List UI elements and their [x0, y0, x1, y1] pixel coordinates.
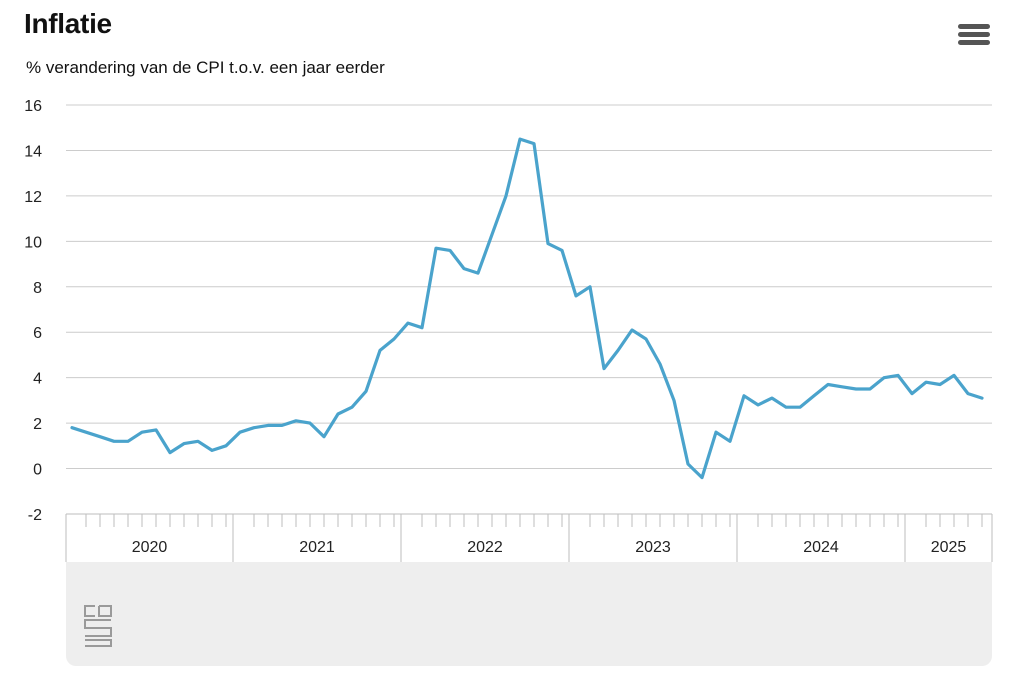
- y-tick-label: -2: [28, 507, 42, 524]
- y-tick-label: 0: [33, 462, 42, 479]
- data-point: [785, 406, 788, 409]
- data-point: [729, 440, 732, 443]
- data-point: [169, 451, 172, 454]
- data-point: [239, 431, 242, 434]
- menu-bar: [958, 32, 990, 37]
- data-point: [561, 249, 564, 252]
- data-point: [71, 426, 74, 429]
- data-point: [99, 435, 102, 438]
- data-point: [435, 247, 438, 250]
- data-point: [393, 338, 396, 341]
- data-point: [351, 406, 354, 409]
- data-point: [281, 424, 284, 427]
- data-point: [743, 394, 746, 397]
- data-point: [407, 322, 410, 325]
- data-point: [799, 406, 802, 409]
- data-point: [967, 392, 970, 395]
- data-point: [323, 435, 326, 438]
- y-tick-label: 10: [24, 234, 42, 251]
- data-point: [505, 194, 508, 197]
- y-tick-label: 8: [33, 280, 42, 297]
- x-year-label: 2022: [467, 539, 503, 556]
- data-point: [127, 440, 130, 443]
- hamburger-menu-icon[interactable]: [958, 24, 990, 50]
- chart-title: Inflatie: [24, 8, 112, 39]
- data-point: [869, 388, 872, 391]
- data-point: [155, 428, 158, 431]
- y-tick-label: 2: [33, 416, 42, 433]
- data-point: [659, 363, 662, 366]
- data-point: [267, 424, 270, 427]
- data-point: [309, 422, 312, 425]
- data-point: [141, 431, 144, 434]
- data-point: [449, 249, 452, 252]
- y-tick-label: 16: [24, 98, 42, 115]
- data-point: [183, 442, 186, 445]
- x-year-label: 2023: [635, 539, 671, 556]
- x-year-label: 2025: [931, 539, 967, 556]
- data-point: [827, 383, 830, 386]
- data-point: [813, 394, 816, 397]
- data-point: [85, 431, 88, 434]
- data-point: [981, 397, 984, 400]
- x-year-label: 2024: [803, 539, 839, 556]
- data-point: [953, 374, 956, 377]
- data-point: [547, 242, 550, 245]
- cbs-logo-icon: [84, 605, 112, 647]
- y-tick-label: 6: [33, 325, 42, 342]
- data-point: [855, 388, 858, 391]
- x-year-label: 2020: [132, 539, 168, 556]
- data-point: [841, 385, 844, 388]
- data-point: [897, 374, 900, 377]
- data-point: [673, 399, 676, 402]
- menu-bar: [958, 40, 990, 45]
- data-point: [617, 349, 620, 352]
- data-point: [687, 463, 690, 466]
- data-point: [225, 444, 228, 447]
- y-tick-label: 14: [24, 143, 42, 160]
- data-point: [463, 267, 466, 270]
- menu-bar: [958, 24, 990, 29]
- data-point: [757, 403, 760, 406]
- y-tick-label: 12: [24, 189, 42, 206]
- data-point: [589, 285, 592, 288]
- data-point: [939, 383, 942, 386]
- inflation-series-line: [70, 137, 984, 480]
- data-point: [113, 440, 116, 443]
- data-point: [197, 440, 200, 443]
- data-point: [645, 338, 648, 341]
- data-point: [771, 397, 774, 400]
- data-point: [421, 326, 424, 329]
- data-point: [631, 328, 634, 331]
- data-point: [603, 367, 606, 370]
- chart-subtitle: % verandering van de CPI t.o.v. een jaar…: [26, 58, 385, 77]
- data-point: [701, 476, 704, 479]
- data-point: [519, 138, 522, 141]
- data-point: [715, 431, 718, 434]
- x-year-label: 2021: [299, 539, 335, 556]
- data-point: [491, 233, 494, 236]
- data-point: [295, 419, 298, 422]
- data-point: [379, 349, 382, 352]
- data-point: [533, 142, 536, 145]
- data-point: [253, 426, 256, 429]
- data-point: [477, 272, 480, 275]
- data-point: [883, 376, 886, 379]
- data-point: [211, 449, 214, 452]
- navigator-panel: [66, 562, 992, 666]
- data-point: [925, 381, 928, 384]
- data-point: [337, 413, 340, 416]
- y-tick-label: 4: [33, 371, 42, 388]
- data-point: [365, 390, 368, 393]
- data-point: [575, 294, 578, 297]
- data-point: [911, 392, 914, 395]
